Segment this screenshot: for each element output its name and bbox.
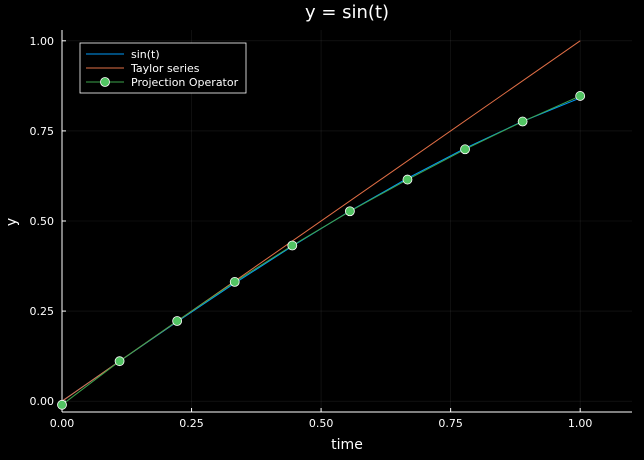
- y-tick-label: 0.75: [30, 125, 55, 138]
- chart-title: y = sin(t): [305, 2, 389, 23]
- data-point: [402, 174, 413, 185]
- data-point: [345, 206, 355, 217]
- data-point: [460, 144, 470, 155]
- legend-label-2: Projection Operator: [131, 76, 239, 89]
- y-tick-label: 0.25: [30, 305, 55, 318]
- data-point: [229, 277, 240, 287]
- series-line-2: [61, 95, 581, 406]
- x-tick-label: 0.25: [179, 417, 204, 430]
- x-tick-label: 0.00: [50, 417, 75, 430]
- x-tick-label: 1.00: [568, 417, 593, 430]
- y-tick-label: 0.00: [30, 395, 55, 408]
- x-tick-label: 0.50: [309, 417, 334, 430]
- data-point: [287, 240, 298, 251]
- x-axis-label: time: [331, 437, 363, 453]
- legend-label-1: Taylor series: [130, 62, 200, 75]
- data-point: [114, 356, 125, 367]
- data-point: [172, 316, 183, 326]
- tick-labels: 0.00 0.25 0.50 0.75 1.00 0.00 0.25 0.50 0.75 1.00: [30, 35, 593, 430]
- data-point: [57, 399, 67, 410]
- legend-label-0: sin(t): [131, 48, 160, 61]
- y-tick-label: 1.00: [30, 35, 55, 48]
- y-tick-label: 0.50: [30, 215, 55, 228]
- data-point: [517, 116, 528, 127]
- axes: [61, 30, 632, 413]
- series-layer: [57, 40, 586, 410]
- data-point: [575, 91, 586, 101]
- y-axis-label: y: [4, 218, 20, 226]
- x-tick-label: 0.75: [438, 417, 463, 430]
- legend-marker-2: [100, 77, 110, 87]
